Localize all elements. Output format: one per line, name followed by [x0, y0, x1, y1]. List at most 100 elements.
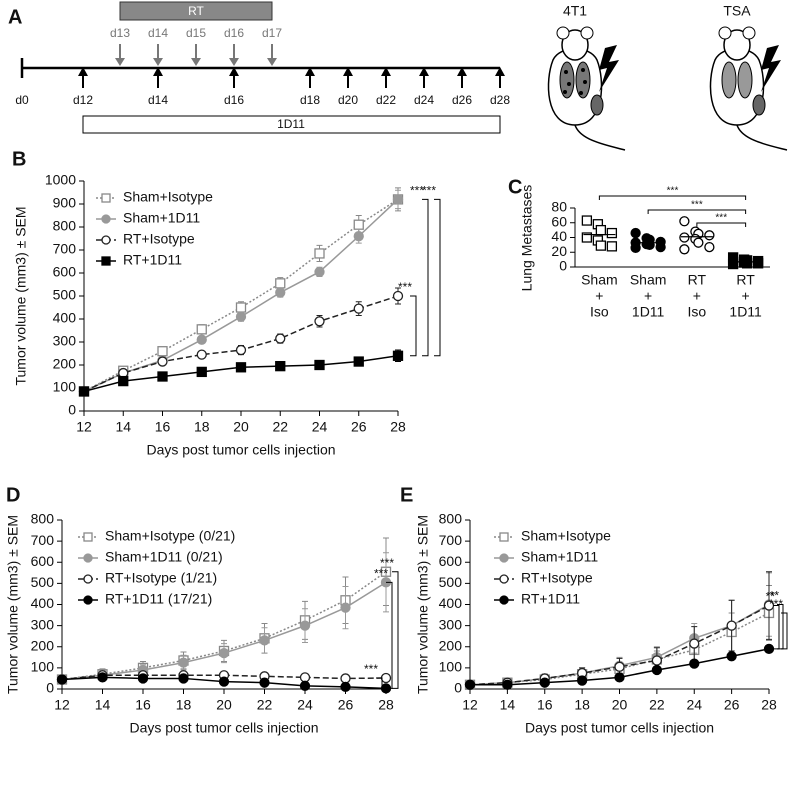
- marker: [727, 258, 739, 270]
- marker: [157, 371, 168, 382]
- treatment-arrow-head: [457, 67, 467, 76]
- x-tick-label: 26: [351, 419, 367, 435]
- x-tick-label: 14: [95, 697, 111, 713]
- panel-letter: A: [8, 6, 22, 28]
- day-label: d28: [490, 93, 510, 107]
- x-tick-label: 26: [724, 697, 740, 713]
- panel-letter: E: [400, 484, 413, 506]
- legend-marker: [83, 595, 93, 605]
- significance-label: **: [770, 589, 780, 603]
- legend-marker: [499, 532, 509, 542]
- treatment-arrow-head: [153, 67, 163, 76]
- marker: [218, 676, 230, 687]
- legend-marker: [101, 235, 111, 245]
- marker: [679, 232, 690, 243]
- significance-bracket: [773, 605, 780, 650]
- day-label: d18: [300, 93, 320, 107]
- marker: [689, 658, 700, 669]
- x-tick-label: 20: [233, 419, 249, 435]
- marker: [299, 680, 311, 691]
- marker: [275, 360, 286, 372]
- marker: [340, 602, 351, 613]
- significance-bracket: [392, 571, 399, 689]
- x-tick-label: 22: [272, 419, 288, 435]
- y-tick-label: 200: [31, 637, 55, 653]
- rt-day-label: d17: [262, 26, 282, 40]
- marker: [196, 349, 207, 360]
- x-tick-label: 12: [76, 419, 92, 435]
- marker: [178, 657, 189, 668]
- marker: [314, 359, 325, 371]
- x-tick-label: RT: [688, 272, 707, 288]
- marker: [353, 356, 364, 367]
- marker: [353, 219, 364, 230]
- series-line: [83, 198, 399, 393]
- y-tick-label: 800: [53, 218, 77, 234]
- marker: [235, 302, 247, 313]
- rt-arrow-head: [153, 58, 163, 66]
- marker: [576, 675, 588, 686]
- treatment-arrow-head: [343, 67, 353, 76]
- marker: [314, 266, 325, 278]
- legend-label: Sham+Isotype: [521, 528, 611, 544]
- significance-label: ***: [769, 597, 783, 611]
- legend-marker: [101, 256, 111, 266]
- marker: [196, 334, 207, 345]
- marker: [606, 227, 618, 239]
- day-label: d26: [452, 93, 472, 107]
- significance-bracket: [781, 612, 788, 650]
- x-tick-label: +: [644, 288, 652, 304]
- legend-label: RT+Isotype (1/21): [105, 570, 217, 586]
- x-tick-label: 1D11: [729, 304, 762, 320]
- series-line: [83, 355, 399, 393]
- x-tick-label: 18: [176, 697, 192, 713]
- marker: [689, 638, 700, 649]
- marker: [392, 194, 404, 205]
- significance-bracket: [777, 604, 784, 650]
- legend-marker: [83, 553, 93, 563]
- marker: [614, 661, 625, 672]
- day-label: d14: [148, 93, 168, 107]
- y-axis-title: Tumor volume (mm3) ± SEM: [13, 206, 29, 385]
- significance-bracket: [696, 222, 747, 227]
- x-tick-label: 18: [574, 697, 590, 713]
- marker: [595, 240, 607, 251]
- rt-arrow-head: [191, 58, 201, 66]
- marker: [353, 303, 364, 314]
- mouse-4t1: [547, 26, 626, 151]
- marker: [726, 620, 737, 631]
- significance-bracket: [422, 198, 429, 357]
- series-line: [469, 604, 770, 686]
- marker: [651, 664, 663, 676]
- y-tick-label: 80: [551, 199, 567, 215]
- marker: [581, 215, 593, 226]
- x-tick-label: +: [595, 288, 603, 304]
- legend-label: RT+1D11 (17/21): [105, 591, 212, 607]
- x-tick-label: 18: [194, 419, 210, 435]
- rt-day-label: d13: [110, 26, 130, 40]
- x-tick-label: 28: [378, 697, 394, 713]
- significance-label: ***: [374, 566, 388, 580]
- legend-marker: [499, 595, 509, 605]
- marker: [630, 227, 641, 239]
- y-tick-label: 100: [31, 659, 55, 675]
- marker: [704, 241, 715, 253]
- marker: [97, 672, 108, 683]
- marker: [606, 241, 618, 252]
- y-tick-label: 0: [454, 680, 462, 696]
- treatment-arrow-head: [229, 67, 239, 76]
- marker: [595, 224, 607, 236]
- x-tick-label: +: [742, 288, 750, 304]
- marker: [392, 290, 404, 302]
- x-axis-title: Days post tumor cells injection: [129, 720, 318, 736]
- y-tick-label: 0: [46, 680, 54, 696]
- y-tick-label: 600: [31, 553, 55, 569]
- marker: [235, 362, 247, 373]
- y-tick-label: 300: [31, 616, 55, 632]
- marker: [679, 216, 690, 227]
- marker: [353, 231, 364, 242]
- significance-label: ***: [715, 213, 727, 224]
- significance-label: ***: [364, 662, 378, 676]
- treatment-arrow-head: [78, 67, 88, 76]
